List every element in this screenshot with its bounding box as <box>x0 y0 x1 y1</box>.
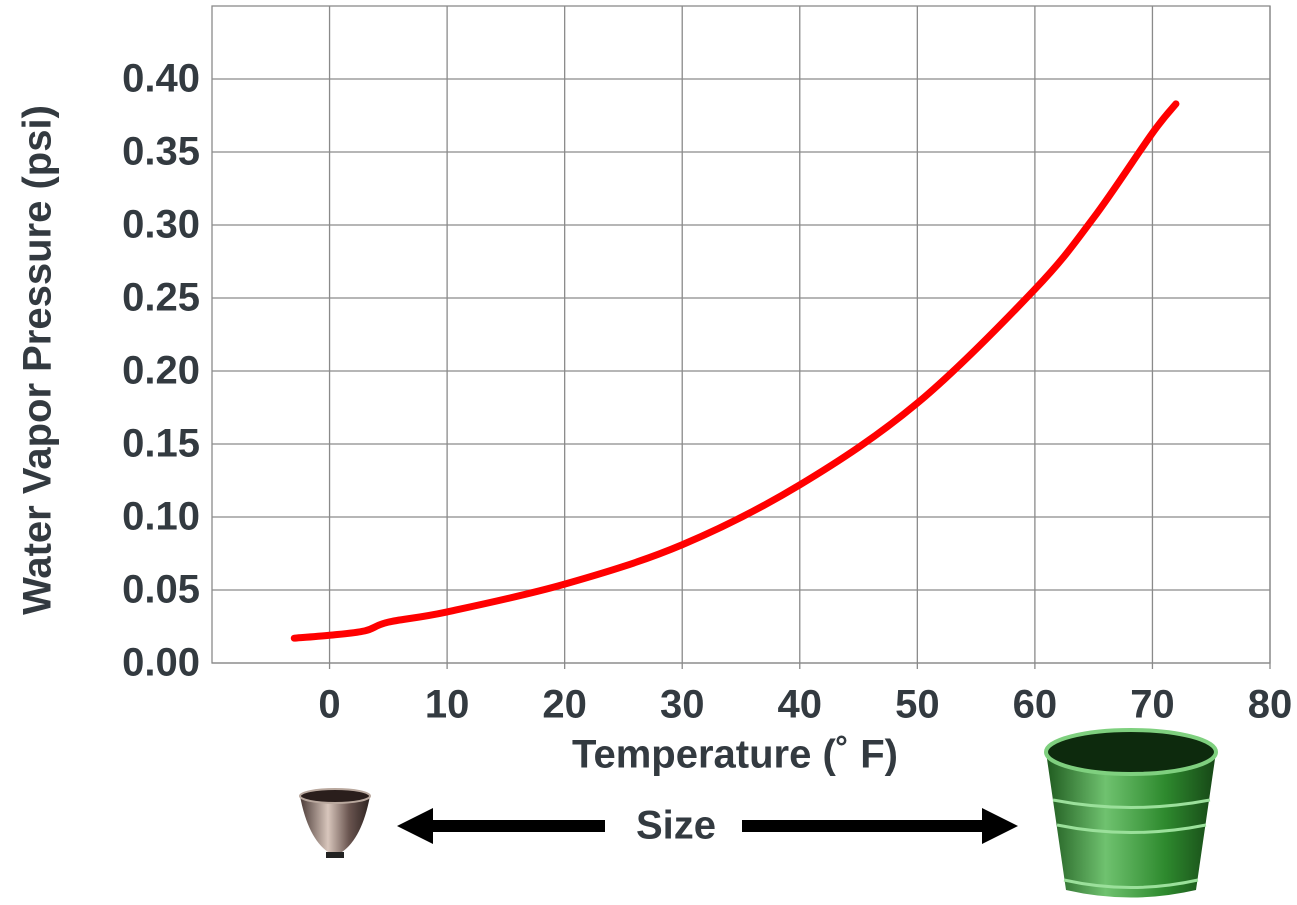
y-tick-label: 0.30 <box>122 203 200 247</box>
x-tick-label: 50 <box>895 683 940 727</box>
size-annotation: Size <box>636 804 716 848</box>
y-tick-label: 0.25 <box>122 276 200 320</box>
x-tick-label: 60 <box>1013 683 1058 727</box>
y-tick-label: 0.35 <box>122 130 200 174</box>
bucket-icon <box>1044 728 1218 898</box>
data-line <box>290 100 1180 642</box>
y-tick-label: 0.00 <box>122 641 200 685</box>
x-tick-label: 10 <box>425 683 470 727</box>
x-tick-label: 40 <box>778 683 823 727</box>
x-tick-label: 70 <box>1130 683 1175 727</box>
y-tick-label: 0.15 <box>122 422 200 466</box>
x-axis-label: Temperature (˚ F) <box>572 733 898 777</box>
size-arrow <box>397 808 1018 844</box>
plot-frame <box>211 5 1271 664</box>
y-tick-label: 0.40 <box>122 57 200 101</box>
y-axis-label: Water Vapor Pressure (psi) <box>16 105 60 615</box>
y-tick-label: 0.05 <box>122 568 200 612</box>
y-tick-label: 0.20 <box>122 349 200 393</box>
x-tick-label: 0 <box>318 683 340 727</box>
small-cup-icon <box>299 788 371 858</box>
y-tick-label: 0.10 <box>122 495 200 539</box>
x-tick-label: 80 <box>1248 683 1293 727</box>
x-tick-label: 20 <box>542 683 587 727</box>
x-tick-label: 30 <box>660 683 705 727</box>
